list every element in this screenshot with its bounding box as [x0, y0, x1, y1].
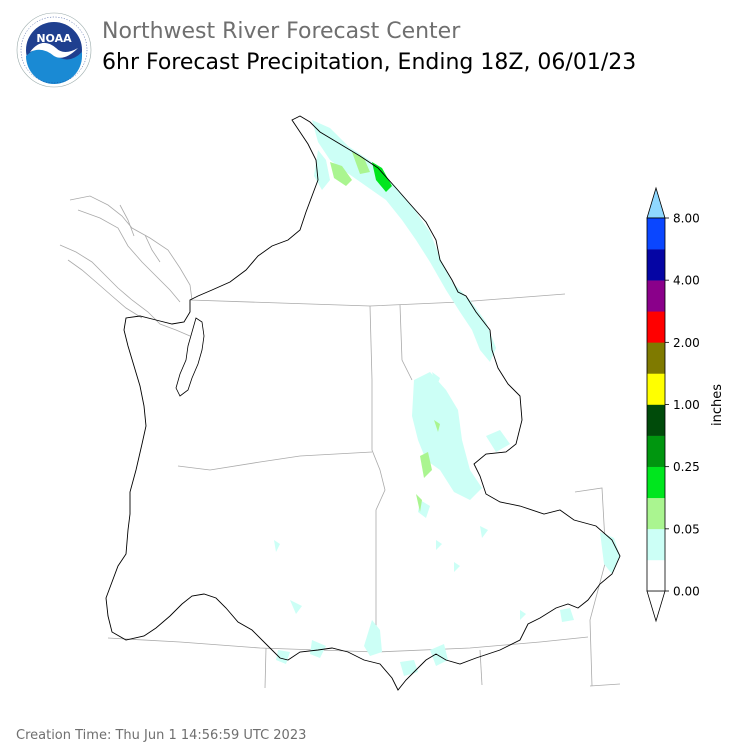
- colorbar-bin: [647, 280, 665, 312]
- logo-gull-icon: [30, 42, 78, 58]
- colorbar-bin: [647, 311, 665, 343]
- colorbar-ticks: 0.00 0.05 0.25 1.00 2.00 4.00 8.00: [665, 212, 700, 599]
- precip-moderate: [372, 162, 392, 192]
- logo-ring-text: [20, 16, 88, 84]
- puget-sound: [175, 317, 205, 397]
- creation-time: Creation Time: Thu Jun 1 14:56:59 UTC 20…: [16, 728, 307, 743]
- colorbar-tick-label: 4.00: [673, 274, 700, 288]
- colorbar-tick-label: 1.00: [673, 398, 700, 412]
- colorbar-tick-label: 2.00: [673, 336, 700, 350]
- logo-text: NOAA: [36, 32, 72, 45]
- colorbar-tick-label: 8.00: [673, 212, 700, 226]
- colorbar-tick-label: 0.25: [673, 460, 700, 474]
- colorbar-bin: [647, 373, 665, 405]
- colorbar-over-arrow: [646, 186, 666, 219]
- colorbar-bin: [647, 249, 665, 281]
- colorbar-bin: [647, 435, 665, 467]
- colorbar-tick-label: 0.05: [673, 522, 700, 536]
- colorbar-bins: [647, 218, 665, 592]
- precip-light: [330, 152, 440, 512]
- colorbar-bin: [647, 218, 665, 250]
- colorbar-bin: [647, 404, 665, 436]
- precip-colorbar: 0.00 0.05 0.25 1.00 2.00 4.00 8.00 inches: [646, 186, 725, 623]
- colorbar-bin: [647, 559, 665, 592]
- colorbar-bin: [647, 528, 665, 561]
- colorbar-bin: [647, 466, 665, 499]
- colorbar-under-arrow: [646, 590, 666, 623]
- precip-trace: [274, 120, 620, 676]
- noaa-logo: NOAA: [16, 12, 92, 88]
- state-boundaries: [107, 293, 621, 689]
- product-title: 6hr Forecast Precipitation, Ending 18Z, …: [102, 50, 637, 75]
- logo-water: [26, 48, 82, 84]
- basin-boundary: [105, 115, 621, 691]
- colorbar-bin: [647, 342, 665, 374]
- colorbar-unit-label: inches: [710, 384, 725, 426]
- colorbar-bin: [647, 497, 665, 530]
- coastline-canada: [59, 195, 193, 337]
- agency-title: Northwest River Forecast Center: [102, 19, 461, 44]
- precip-map: [59, 115, 621, 691]
- colorbar-tick-label: 0.00: [673, 585, 700, 599]
